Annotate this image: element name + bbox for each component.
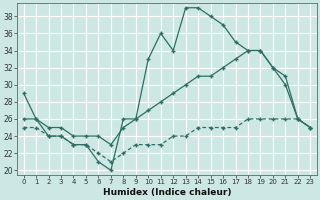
X-axis label: Humidex (Indice chaleur): Humidex (Indice chaleur): [103, 188, 231, 197]
